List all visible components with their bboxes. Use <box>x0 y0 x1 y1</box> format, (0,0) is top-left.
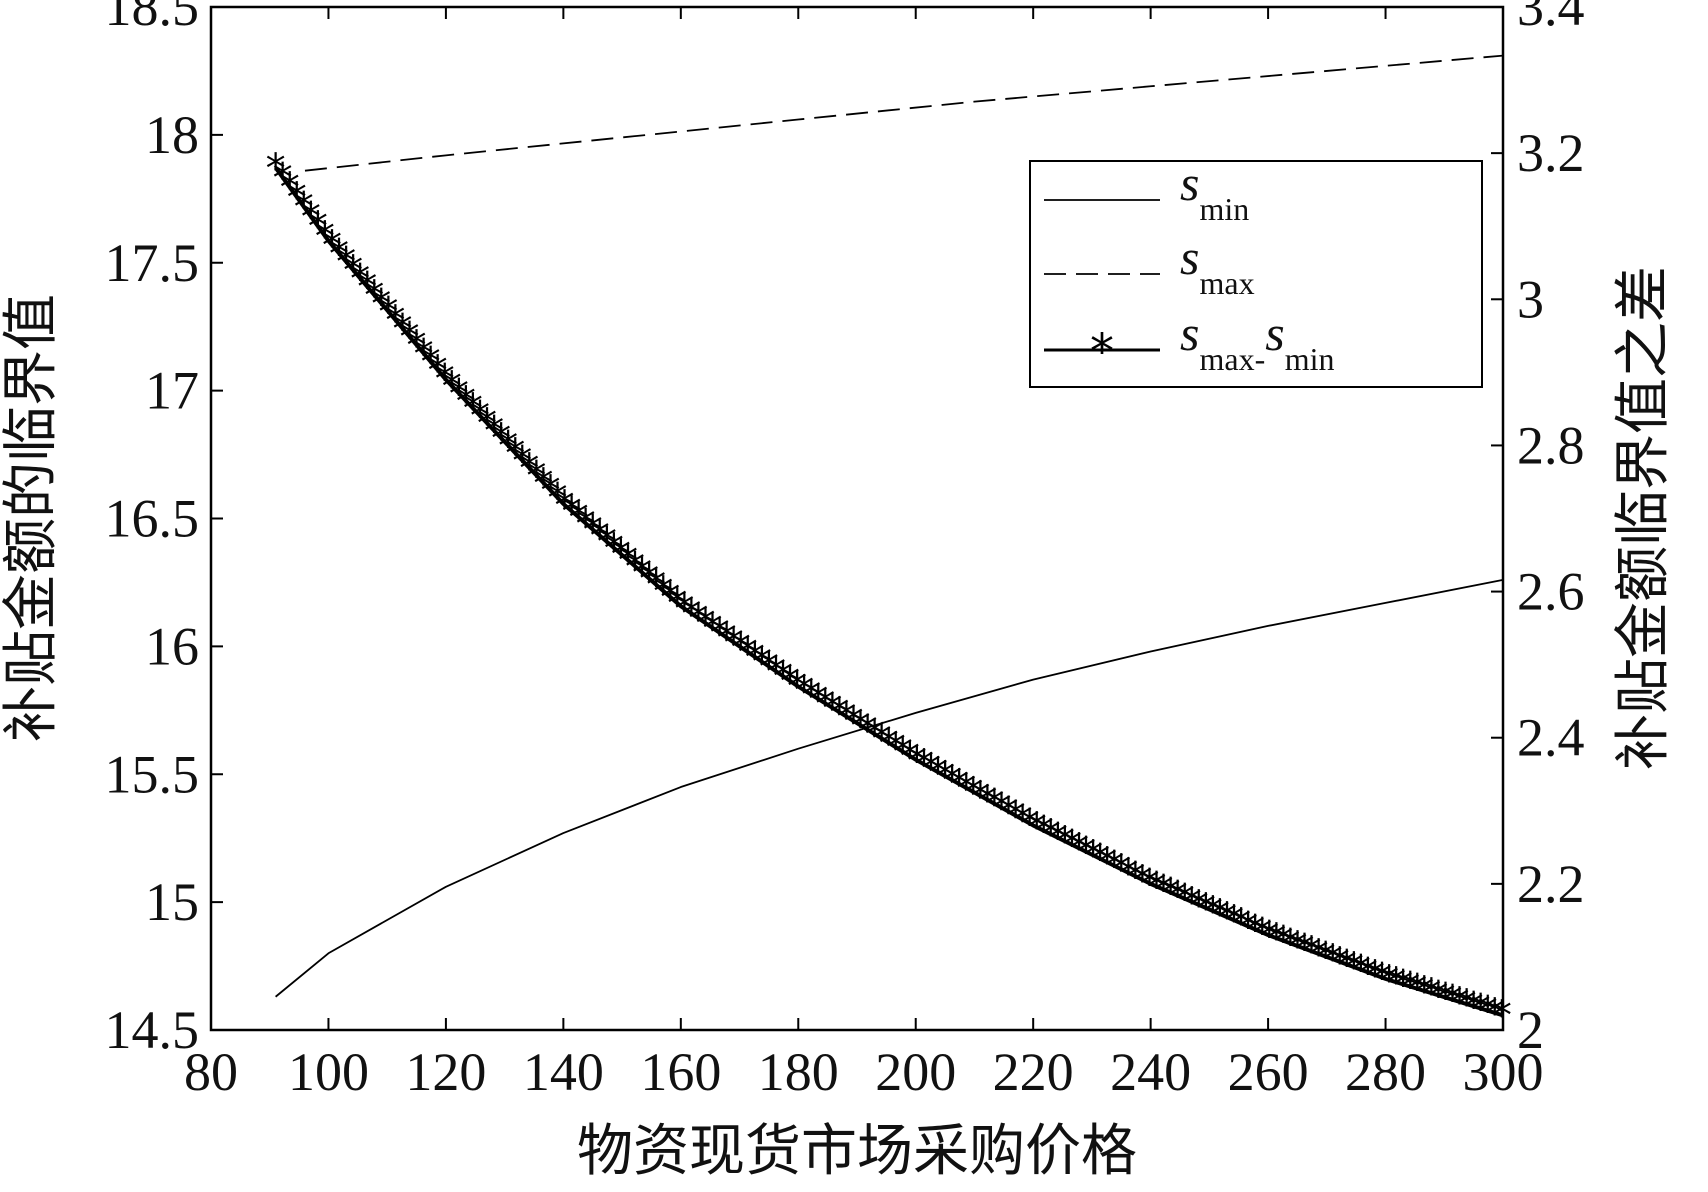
y-right-tick-label: 3.4 <box>1517 0 1585 37</box>
x-tick-label: 140 <box>523 1042 604 1102</box>
y-right-axis-title: 补贴金额临界值之差 <box>1611 266 1676 770</box>
x-axis-title: 物资现货市场采购价格 <box>577 1119 1137 1184</box>
y-left-tick-label: 15 <box>145 872 199 932</box>
x-tick-label: 180 <box>758 1042 839 1102</box>
x-tick-label: 160 <box>640 1042 721 1102</box>
series-1-line <box>305 56 1503 171</box>
legend-marker-diff: * <box>1090 324 1114 380</box>
x-tick-label: 100 <box>288 1042 369 1102</box>
x-tick-label: 200 <box>875 1042 956 1102</box>
x-tick-label: 220 <box>993 1042 1074 1102</box>
legend: smin smax * smax-smin <box>1030 155 1482 387</box>
y-right-tick-label: 2.4 <box>1517 708 1585 768</box>
y-left-tick-label: 14.5 <box>105 1000 200 1060</box>
x-tick-label: 240 <box>1110 1042 1191 1102</box>
y-right-tick-label: 3 <box>1517 269 1544 329</box>
x-tick-label: 120 <box>405 1042 486 1102</box>
y-right-tick-label: 2.6 <box>1517 562 1585 622</box>
y-right-tick-label: 2.8 <box>1517 415 1585 475</box>
y-right-tick-label: 3.2 <box>1517 123 1585 183</box>
y-left-tick-label: 15.5 <box>105 744 200 804</box>
star-marker: * <box>1492 993 1512 1039</box>
y-right-axis-ticks: 2 2.2 2.4 2.6 2.8 3 3.2 3.4 <box>1491 0 1585 1060</box>
y-left-axis-title: 补贴金额的临界值 <box>0 294 64 742</box>
y-left-tick-label: 17 <box>145 361 199 421</box>
y-left-tick-label: 18.5 <box>105 0 200 37</box>
y-left-tick-label: 16 <box>145 616 199 676</box>
x-tick-label: 280 <box>1345 1042 1426 1102</box>
y-left-axis-ticks: 14.5 15 15.5 16 16.5 17 17.5 18 18.5 <box>105 0 224 1060</box>
x-tick-label: 260 <box>1228 1042 1309 1102</box>
y-right-tick-label: 2 <box>1517 1000 1544 1060</box>
y-left-tick-label: 17.5 <box>105 233 200 293</box>
y-right-tick-label: 2.2 <box>1517 854 1585 914</box>
y-left-tick-label: 16.5 <box>105 489 200 549</box>
y-left-tick-label: 18 <box>145 105 199 165</box>
